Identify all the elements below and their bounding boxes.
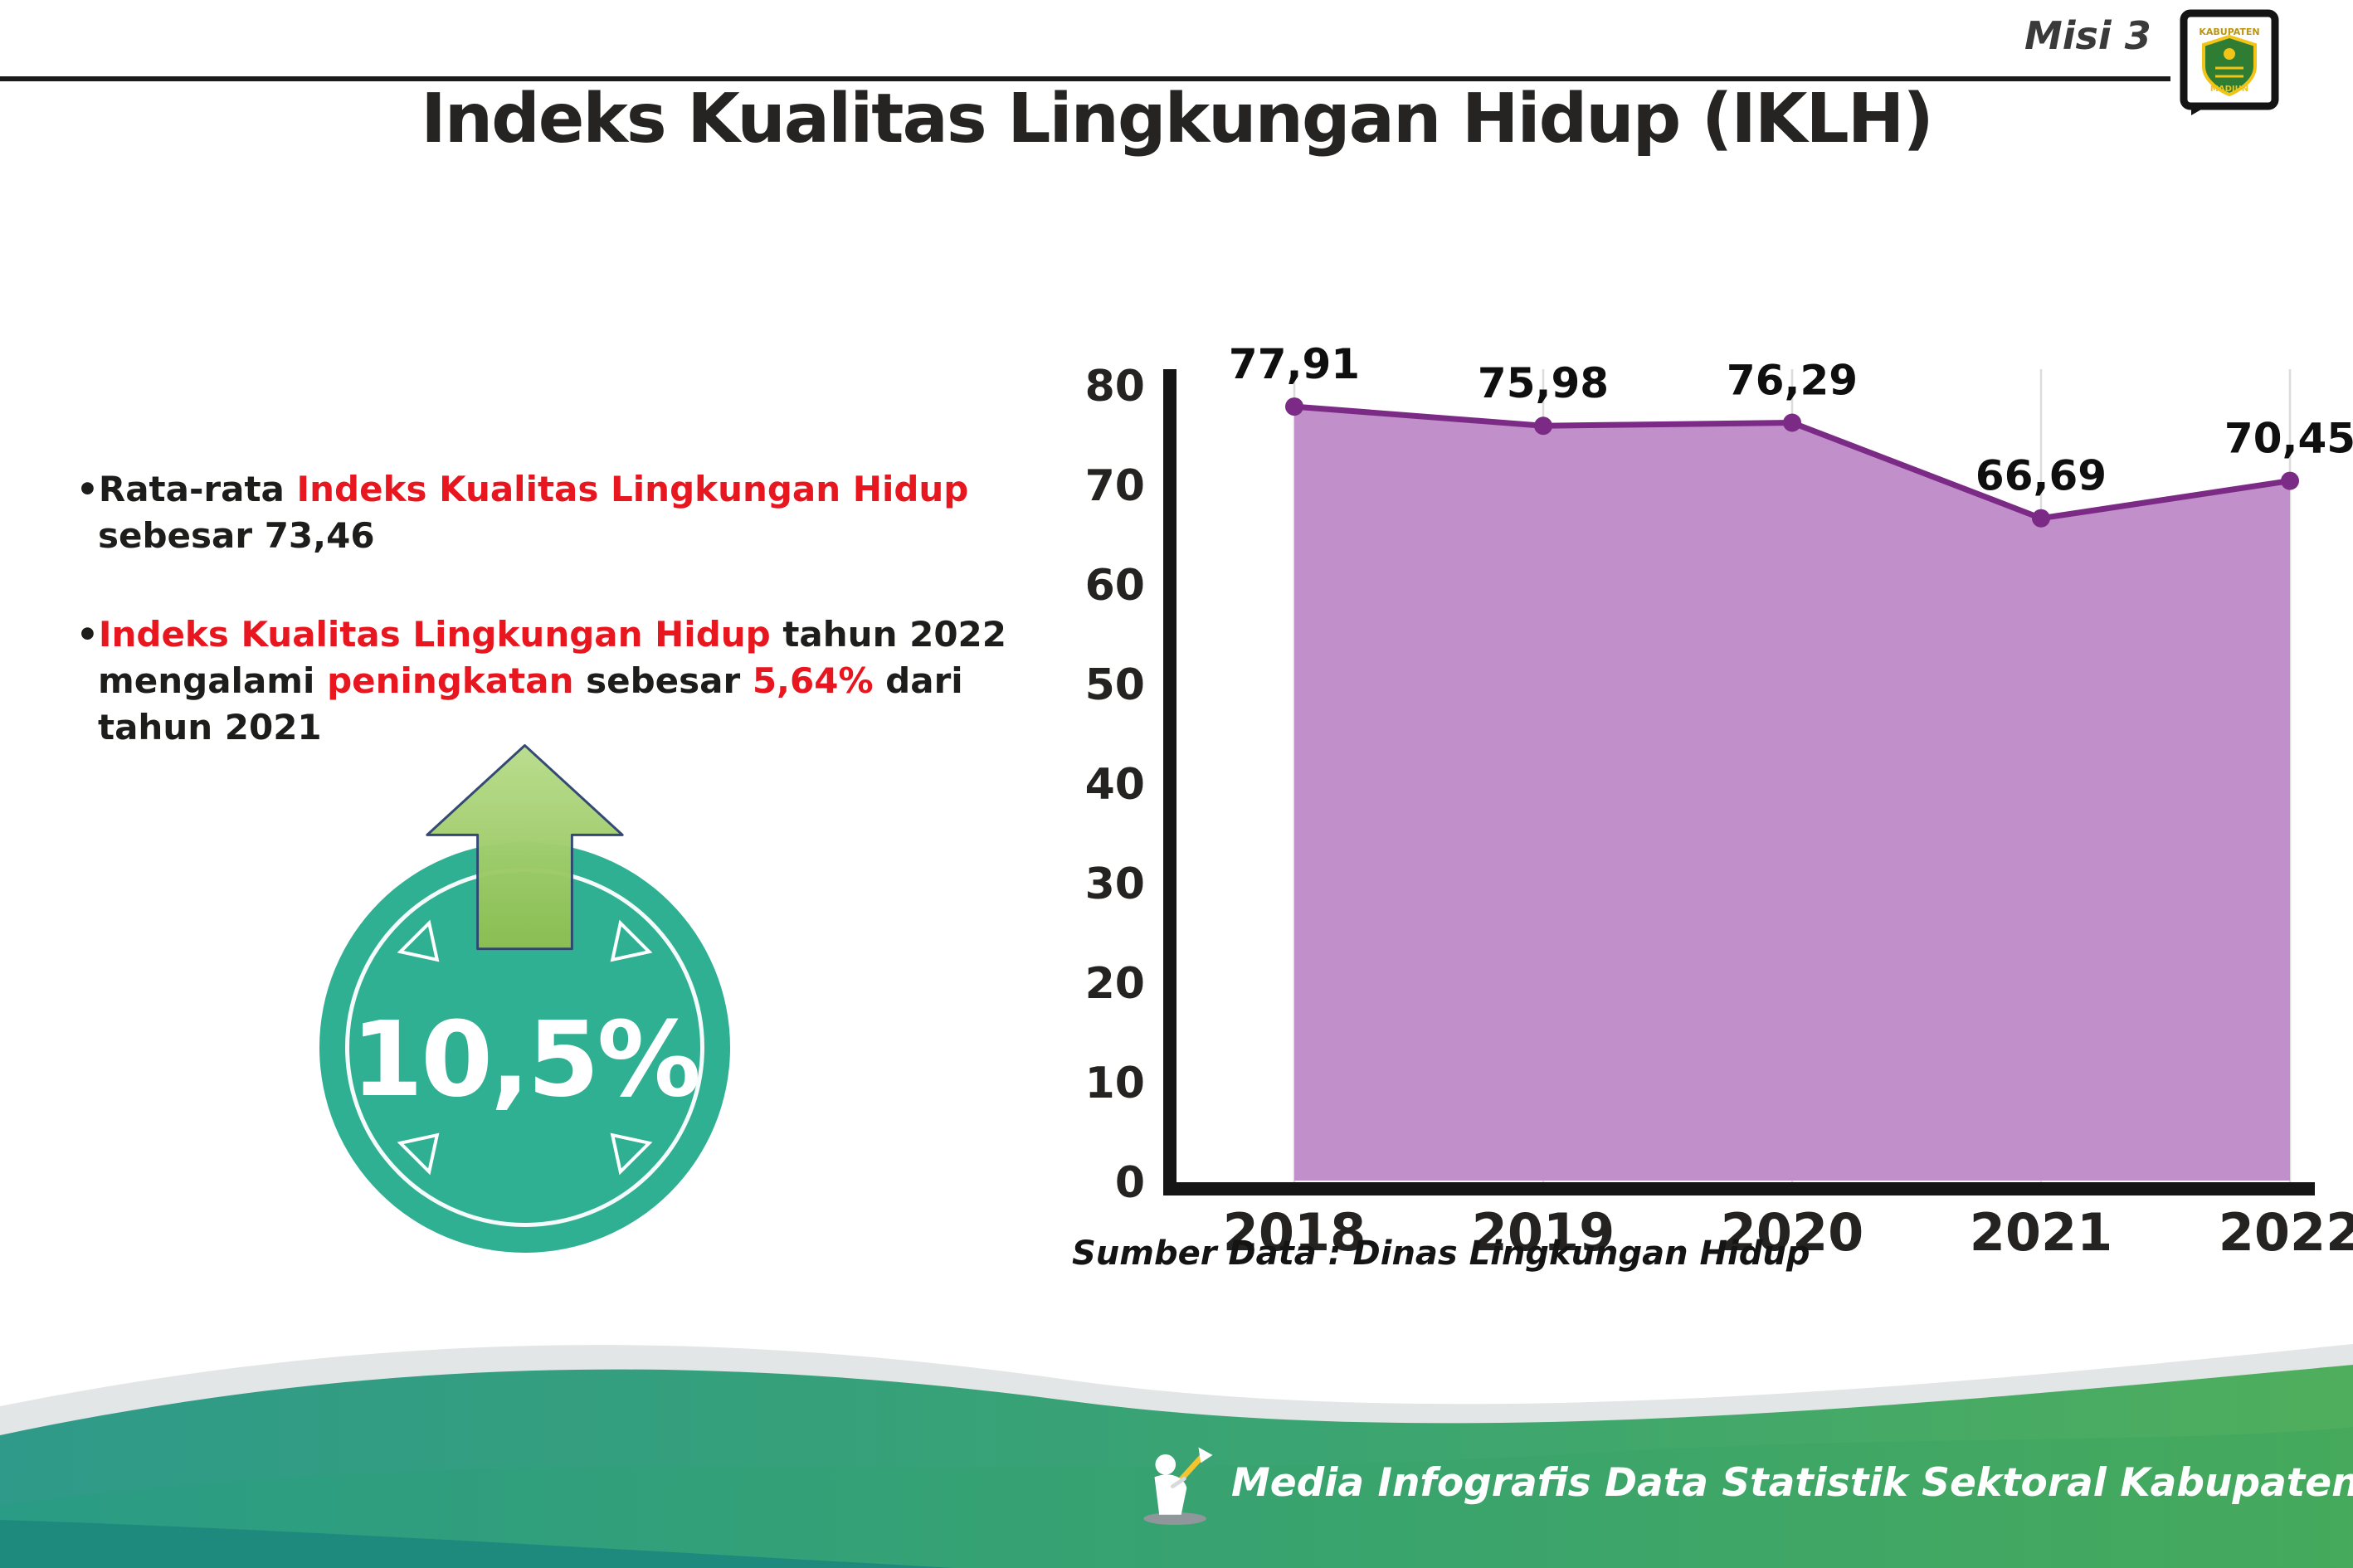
value-label: 66,69 xyxy=(1975,452,2107,500)
bullet-text: Rata-rata xyxy=(98,469,297,509)
value-label: 76,29 xyxy=(1727,357,1858,405)
value-label: 70,45 xyxy=(2224,415,2353,463)
y-tick-label: 10 xyxy=(1085,1059,1145,1108)
data-point xyxy=(2032,509,2050,528)
iklh-area-chart: 0 10 20 30 40 50 60 70 80 2018 2019 2020 2021 2022 77,… xyxy=(1085,340,2353,1263)
increase-badge: 10,5% xyxy=(319,738,751,1269)
logo-text-madiun: MADIUN xyxy=(2210,85,2248,94)
y-tick-label: 20 xyxy=(1085,959,1145,1009)
bullet-text-highlight: 5,64% xyxy=(752,660,874,701)
bullet-average-iklh: •Rata-rata Indeks Kualitas Lingkungan Hi… xyxy=(76,466,1014,560)
data-point xyxy=(1783,413,1801,432)
value-label: 77,91 xyxy=(1229,340,1360,388)
bullet-marker: • xyxy=(76,469,99,509)
x-tick-label: 2022 xyxy=(2219,1202,2353,1263)
footer-credit: Media Infografis Data Statistik Sektoral… xyxy=(1137,1439,2353,1526)
summary-bullets: •Rata-rata Indeks Kualitas Lingkungan Hi… xyxy=(76,466,1014,802)
badge-ring-triangles xyxy=(397,919,653,1176)
bullet-text-highlight: Indeks Kualitas Lingkungan Hidup xyxy=(296,469,969,509)
badge-value: 10,5% xyxy=(351,1000,701,1120)
data-point xyxy=(1534,416,1552,436)
logo-frame-corner xyxy=(2191,106,2207,115)
x-tick-label: 2018 xyxy=(1223,1202,1366,1263)
x-tick-label: 2021 xyxy=(1970,1202,2113,1263)
wave-dark-corner xyxy=(0,1520,954,1568)
logo-shield-bands xyxy=(2215,66,2243,78)
up-arrow-icon xyxy=(426,744,624,951)
bullet-text: sebesar xyxy=(573,660,753,701)
bullet-iklh-increase: •Indeks Kualitas Lingkungan Hidup tahun … xyxy=(76,611,1014,752)
kabupaten-madiun-logo: KABUPATEN MADIUN xyxy=(2180,9,2279,115)
header-rule-line xyxy=(0,76,2170,81)
footer-credit-text: Media Infografis Data Statistik Sektoral… xyxy=(1231,1459,2353,1506)
logo-star xyxy=(2224,48,2235,60)
logo-shield xyxy=(2202,34,2257,97)
data-point xyxy=(1285,397,1303,416)
bullet-text: sebesar 73,46 xyxy=(98,515,375,557)
x-axis xyxy=(1163,1182,2315,1195)
y-tick-label: 40 xyxy=(1085,760,1145,810)
data-source: Sumber Data : Dinas Lingkungan Hidup xyxy=(1072,1234,1810,1273)
mascot-icon xyxy=(1143,1447,1213,1526)
page-title: Indeks Kualitas Lingkungan Hidup (IKLH) xyxy=(421,80,1934,158)
y-tick-label: 30 xyxy=(1085,859,1145,909)
y-tick-label: 80 xyxy=(1085,362,1145,411)
y-tick-label: 70 xyxy=(1085,461,1145,511)
logo-text-kabupaten: KABUPATEN xyxy=(2199,27,2259,37)
misi-label: Misi 3 xyxy=(2024,13,2151,58)
bullet-marker: • xyxy=(76,613,99,655)
y-tick-label: 50 xyxy=(1085,660,1145,710)
bullet-text-highlight: Indeks Kualitas Lingkungan Hidup xyxy=(98,613,771,655)
y-tick-label: 0 xyxy=(1115,1158,1145,1208)
bullet-text: tahun 2022 mengalami xyxy=(98,613,1006,701)
x-tick-label: 2020 xyxy=(1721,1202,1864,1263)
bullet-text-highlight: peningkatan xyxy=(327,660,574,701)
y-tick-label: 60 xyxy=(1085,561,1145,611)
area-fill xyxy=(1294,407,2290,1181)
data-point xyxy=(2281,471,2299,490)
bullet-text: dari tahun 2021 xyxy=(98,660,963,748)
value-label: 75,98 xyxy=(1478,359,1609,407)
y-axis xyxy=(1163,369,1176,1195)
x-tick-label: 2019 xyxy=(1472,1202,1615,1263)
